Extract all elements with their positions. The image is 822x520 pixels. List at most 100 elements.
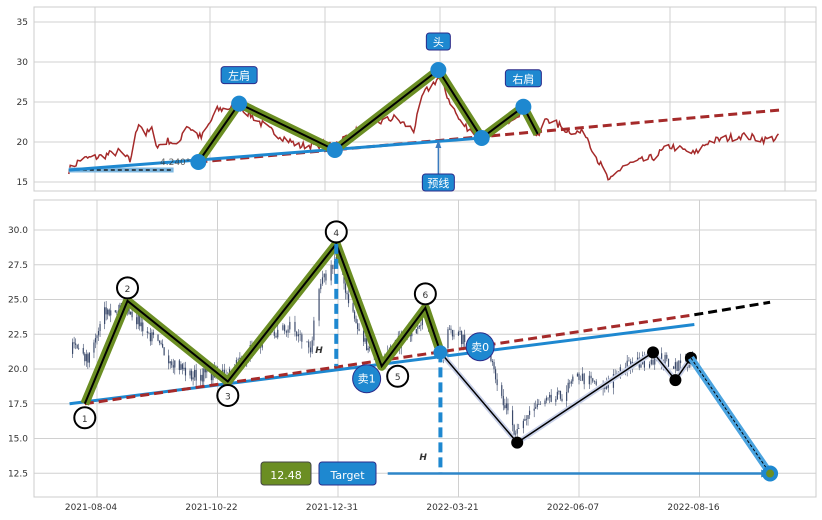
candle — [140, 315, 142, 332]
candle-body — [137, 313, 139, 325]
target-value: 12.48 — [270, 469, 302, 482]
candle — [157, 334, 159, 342]
candle — [555, 395, 557, 406]
candle-body — [108, 309, 110, 316]
candle-body — [590, 375, 592, 379]
candle-body — [539, 403, 541, 405]
candle — [318, 287, 320, 327]
candle-body — [347, 294, 350, 304]
candle-body — [648, 364, 651, 368]
candle — [110, 303, 112, 323]
candle — [136, 311, 138, 330]
candle-body — [411, 333, 413, 337]
candle — [527, 415, 529, 426]
pivot-number-circle — [73, 406, 97, 430]
candle — [289, 316, 291, 333]
candle-body — [201, 374, 203, 382]
candle — [308, 339, 310, 354]
candle — [82, 343, 84, 356]
candle-body — [450, 328, 452, 330]
candle-body — [420, 325, 422, 326]
candle-body — [558, 390, 560, 392]
candle-body — [174, 360, 176, 368]
candle — [87, 352, 89, 369]
overview-ytick-label: 30 — [17, 58, 29, 68]
overview-pivot-label: 左肩 — [228, 69, 250, 83]
candle — [511, 405, 514, 432]
candle-body — [550, 394, 552, 402]
candle-body — [628, 360, 630, 362]
overview-pivot-label: 头 — [433, 36, 444, 49]
overview-pivot-marker — [515, 98, 532, 115]
candle-body — [588, 375, 590, 385]
candle — [142, 315, 144, 337]
candle-body — [674, 362, 676, 369]
pivot-number-circle — [324, 220, 348, 244]
detail-ytick-label: 22.5 — [8, 330, 28, 340]
candle — [581, 367, 584, 382]
candle-body — [502, 395, 504, 406]
candle — [158, 340, 161, 346]
sell-signal-label: 卖1 — [358, 373, 376, 386]
candle — [180, 361, 182, 371]
candle-body — [277, 329, 279, 338]
pivot-number: 2 — [125, 285, 131, 295]
candle — [459, 326, 461, 335]
candle-body — [654, 355, 656, 365]
candle — [321, 270, 324, 286]
candle-body — [358, 329, 360, 331]
candle — [496, 373, 498, 392]
detail-ytick-label: 15.0 — [8, 435, 28, 445]
candle — [325, 270, 327, 285]
neckline-arrow-head — [435, 140, 442, 148]
candle-body — [538, 404, 540, 405]
candle — [163, 346, 165, 356]
candle-body — [330, 265, 332, 281]
candle-body — [192, 377, 194, 380]
candle — [277, 324, 279, 340]
breakout-marker — [433, 345, 448, 360]
candle-body — [415, 329, 417, 334]
candle-body — [318, 289, 320, 321]
candle — [628, 356, 630, 362]
height-label: H — [315, 346, 323, 356]
candle — [99, 321, 101, 338]
candle — [363, 328, 365, 346]
candle — [544, 398, 546, 407]
overview-pivot-marker — [473, 130, 490, 146]
overview-pivot-marker — [326, 142, 343, 158]
pivot-number-circle — [116, 276, 140, 300]
overview-plot-area — [33, 6, 817, 192]
candle — [561, 394, 563, 403]
candle-body — [515, 433, 517, 435]
overview-pivot-marker — [430, 62, 447, 78]
candle-body — [493, 362, 495, 370]
candle — [323, 273, 325, 283]
candle-body — [619, 367, 621, 374]
candle-body — [105, 307, 107, 315]
candle-body — [299, 334, 301, 335]
candle — [566, 385, 568, 408]
candle-body — [666, 354, 668, 359]
candle — [569, 379, 571, 389]
candle-body — [569, 382, 571, 384]
candle-body — [511, 410, 514, 426]
candle-body — [171, 361, 173, 366]
candle — [344, 278, 347, 300]
pivot-number-circle — [386, 364, 410, 388]
detail-xtick-label: 2022-08-16 — [667, 503, 720, 513]
candle-body — [313, 320, 315, 341]
candle-body — [82, 347, 84, 354]
candle-body — [210, 368, 212, 381]
candle — [355, 315, 357, 324]
candle — [168, 349, 170, 370]
candle — [549, 391, 551, 404]
candle — [309, 341, 312, 358]
candle — [320, 279, 322, 294]
candle-body — [294, 321, 296, 332]
candle-body — [287, 329, 289, 333]
candle-body — [448, 328, 451, 330]
candle — [104, 301, 106, 330]
candle-body — [183, 367, 185, 370]
pivot-number-circle — [216, 384, 240, 408]
